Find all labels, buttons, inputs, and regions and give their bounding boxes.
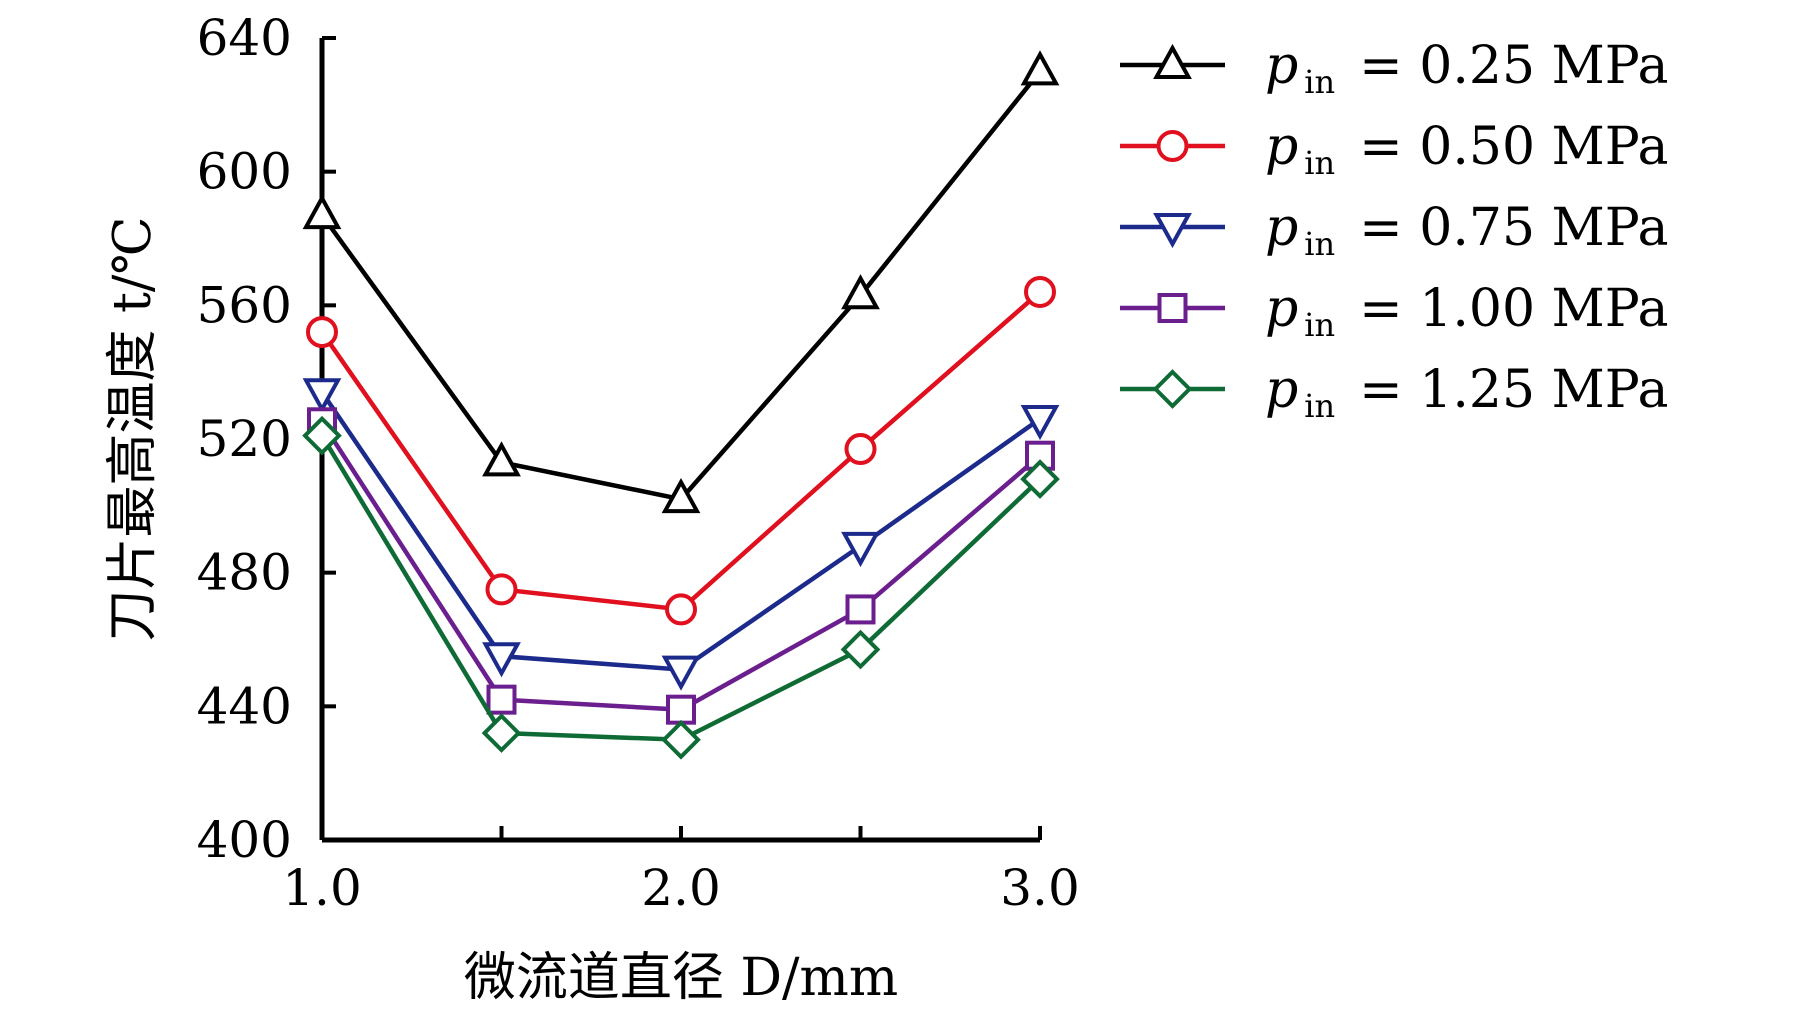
legend-label-value: = 0.25 MPa [1359,36,1668,96]
y-tick-label: 400 [197,811,292,869]
series-line [320,70,1042,502]
legend-label: p in = 0.25 MPa [1265,36,1668,101]
series-3 [302,378,1060,691]
legend-label-value: = 0.50 MPa [1359,117,1668,177]
legend-label-symbol: p [1265,36,1298,96]
data-point [841,274,880,310]
legend-marker [1157,293,1188,323]
data-point [845,594,876,625]
legend-label-value: = 1.25 MPa [1359,360,1668,420]
data-point [485,573,518,606]
data-point [841,531,880,568]
legend-item-5: p in = 1.25 MPa [1120,360,1668,425]
y-tick-label: 640 [197,9,292,67]
data-point [1020,459,1060,499]
legend-label-subscript: in [1304,144,1335,182]
legend-label-subscript: in [1304,387,1335,425]
x-tick-label: 2.0 [641,859,721,917]
data-point [661,478,701,514]
data-point [840,629,881,670]
legend-label: p in = 0.50 MPa [1265,117,1668,182]
legend-item-4: p in = 1.00 MPa [1120,279,1668,344]
data-point [1020,50,1060,86]
legend-label-symbol: p [1265,117,1298,177]
x-axis-title: 微流道直径 D/mm [464,948,898,1008]
data-point [306,316,338,349]
x-tick-label: 1.0 [282,859,362,917]
legend-marker [1153,213,1192,249]
legend-label-symbol: p [1265,360,1298,420]
legend-item-1: p in = 0.25 MPa [1120,36,1668,101]
legend-marker [1156,130,1189,162]
legend-marker [1153,43,1192,79]
legend-label-symbol: p [1265,198,1298,258]
data-point [665,593,697,626]
data-point [302,378,342,414]
data-point [661,719,701,760]
series-2 [306,275,1056,626]
data-point [844,433,877,466]
series-line [320,290,1042,612]
legend-label-subscript: in [1304,306,1335,344]
y-tick-label: 520 [197,410,292,468]
legend-label-value: = 1.00 MPa [1359,279,1668,339]
legend-label: p in = 0.75 MPa [1265,198,1668,263]
y-tick-label: 440 [197,677,292,735]
data-point [661,655,701,691]
legend-label-value: = 0.75 MPa [1359,198,1668,258]
series-1 [302,50,1060,514]
y-tick-label: 480 [197,544,292,602]
legend-marker [1152,369,1193,409]
series-layer [302,50,1060,760]
x-tick-label: 3.0 [1000,859,1080,917]
legend-label-subscript: in [1304,63,1335,101]
axes: 400 440 480 520 560 600 640 1.0 2.0 3.0 [197,9,1080,917]
data-point [1024,275,1056,308]
data-point [302,415,342,456]
legend-item-2: p in = 0.50 MPa [1120,117,1668,182]
series-5 [302,415,1060,760]
legend-label: p in = 1.00 MPa [1265,279,1668,344]
legend-label: p in = 1.25 MPa [1265,360,1668,425]
y-tick-label: 600 [197,143,292,201]
data-point [482,642,521,678]
legend-label-symbol: p [1265,279,1298,339]
data-point [666,694,696,725]
data-point [486,684,517,715]
y-tick-label: 560 [197,276,292,334]
series-line [320,390,1042,672]
data-point [302,193,342,230]
y-axis-title: 刀片最高温度 t/℃ [103,216,163,641]
data-point [481,713,522,753]
data-point [482,441,521,477]
data-point [1020,404,1060,441]
legend-item-3: p in = 0.75 MPa [1120,198,1668,263]
legend-label-subscript: in [1304,225,1335,263]
